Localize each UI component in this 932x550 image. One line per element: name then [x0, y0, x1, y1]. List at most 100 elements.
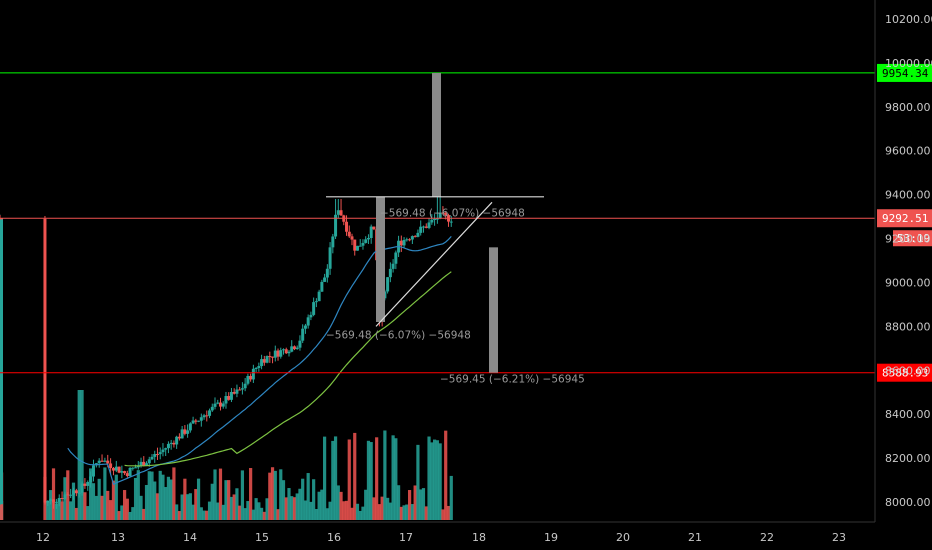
- volume-bar: [144, 484, 149, 520]
- volume-bar: [158, 470, 162, 520]
- volume-bar: [71, 482, 76, 520]
- candle-body: [131, 467, 135, 469]
- volume-bar: [399, 506, 403, 520]
- volume-bar: [210, 483, 214, 520]
- y-tick-label: 9000.00: [885, 276, 931, 289]
- volume-bar: [391, 435, 395, 520]
- volume-bar: [194, 489, 198, 520]
- volume-bar: [161, 474, 165, 520]
- volume-bar: [128, 511, 132, 520]
- candle-body: [449, 221, 453, 223]
- moving-averages: [67, 235, 452, 486]
- volume-bar: [224, 480, 228, 520]
- candle-body: [328, 247, 332, 269]
- candle-body: [309, 314, 313, 318]
- candle-body: [438, 212, 442, 219]
- y-tick-label: 9200.00: [885, 233, 931, 246]
- candle-body: [186, 430, 190, 434]
- candle-body: [339, 210, 343, 216]
- candle-body: [314, 301, 318, 303]
- candle-body: [394, 252, 398, 264]
- volume-bar: [281, 480, 286, 520]
- candle-body: [292, 346, 296, 350]
- candle-body: [347, 231, 351, 237]
- candle-body: [268, 356, 272, 358]
- volume-bar: [114, 474, 118, 520]
- candle-body: [117, 466, 121, 473]
- candle-body: [427, 222, 431, 228]
- volume-bar: [122, 490, 127, 520]
- volume-bar: [120, 505, 124, 520]
- volume-bar: [292, 497, 297, 520]
- volume-bar: [419, 489, 423, 520]
- drawings[interactable]: −569.48 (−6.07%) −56948 −569.48 (−6.07%) …: [326, 72, 585, 385]
- x-tick-label: 19: [544, 531, 558, 544]
- candle-body: [345, 221, 349, 232]
- candle-body: [114, 466, 118, 471]
- candle-body: [43, 218, 47, 503]
- volume-bar: [77, 390, 81, 520]
- candle-body: [282, 349, 286, 351]
- x-tick-label: 12: [36, 531, 50, 544]
- volume-bar: [377, 504, 382, 520]
- volume-bar: [136, 470, 140, 520]
- candle-body: [91, 465, 95, 477]
- candle-body: [391, 263, 395, 269]
- candle-body: [166, 443, 170, 449]
- volume-bar: [396, 485, 401, 520]
- volume-bar: [284, 497, 288, 520]
- volume-bar: [449, 475, 453, 520]
- volume-bar: [333, 436, 338, 520]
- candle-body: [430, 219, 434, 223]
- volume-bar: [177, 511, 181, 520]
- y-tick-label: 9400.00: [885, 189, 931, 202]
- volume-bar: [202, 510, 206, 520]
- volume-bar: [133, 477, 138, 520]
- volume-bar: [164, 487, 168, 520]
- volume-bar: [344, 500, 349, 520]
- volume-bar: [361, 506, 365, 520]
- volume-bar: [320, 489, 324, 520]
- candle-body: [210, 406, 214, 411]
- candle-body: [260, 359, 264, 367]
- candle-body: [188, 423, 192, 431]
- volume-bar: [249, 468, 253, 520]
- volume-bar: [229, 496, 234, 520]
- candle-body: [290, 346, 294, 352]
- candle-body: [413, 236, 417, 238]
- volume-bar: [290, 496, 294, 520]
- candle-body: [254, 368, 258, 370]
- candle-body: [355, 245, 359, 251]
- candle-body: [444, 213, 448, 216]
- price-level-label: 8588.93: [882, 367, 928, 380]
- volume-bar: [166, 476, 171, 520]
- measure-annotation: −569.45 (−6.21%) −56945: [440, 373, 585, 385]
- y-tick-label: 8000.00: [885, 496, 931, 509]
- volume-bar: [180, 494, 184, 520]
- volume-bar: [323, 436, 327, 520]
- volume-bar: [430, 442, 434, 520]
- volume-bar: [295, 493, 299, 520]
- volume-bar: [301, 478, 305, 520]
- candle-body: [262, 359, 266, 363]
- volume-bar: [306, 473, 310, 520]
- candle-body: [265, 356, 269, 363]
- volume-bars: [0, 390, 453, 520]
- ma-slow-line: [124, 271, 452, 467]
- volume-bar: [186, 494, 190, 520]
- price-level-tag: [877, 209, 932, 228]
- candle-body: [240, 388, 244, 390]
- volume-bar: [54, 503, 58, 520]
- volume-bar: [435, 440, 439, 520]
- volume-bar: [279, 469, 283, 520]
- candle-body: [408, 239, 412, 241]
- candle-body: [243, 383, 247, 389]
- volume-bar: [273, 470, 277, 520]
- volume-bar: [205, 510, 209, 520]
- volume-bar: [386, 497, 390, 520]
- candle-body: [150, 456, 154, 460]
- volume-bar: [446, 505, 451, 520]
- candle-body: [257, 366, 261, 369]
- volume-bar: [339, 491, 343, 520]
